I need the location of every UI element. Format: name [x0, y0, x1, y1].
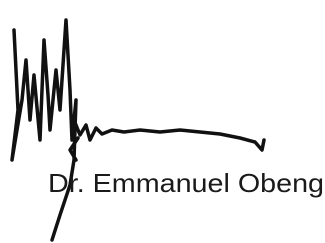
signature-scribble: [12, 20, 76, 240]
signatory-name: Dr. Emmanuel Obeng: [48, 168, 324, 198]
signature-line: [74, 120, 264, 150]
signature-strokes: [12, 20, 264, 240]
signature-image: Dr. Emmanuel Obeng: [0, 0, 325, 243]
page: Dr. Emmanuel Obeng (() => { const data =…: [0, 0, 325, 243]
